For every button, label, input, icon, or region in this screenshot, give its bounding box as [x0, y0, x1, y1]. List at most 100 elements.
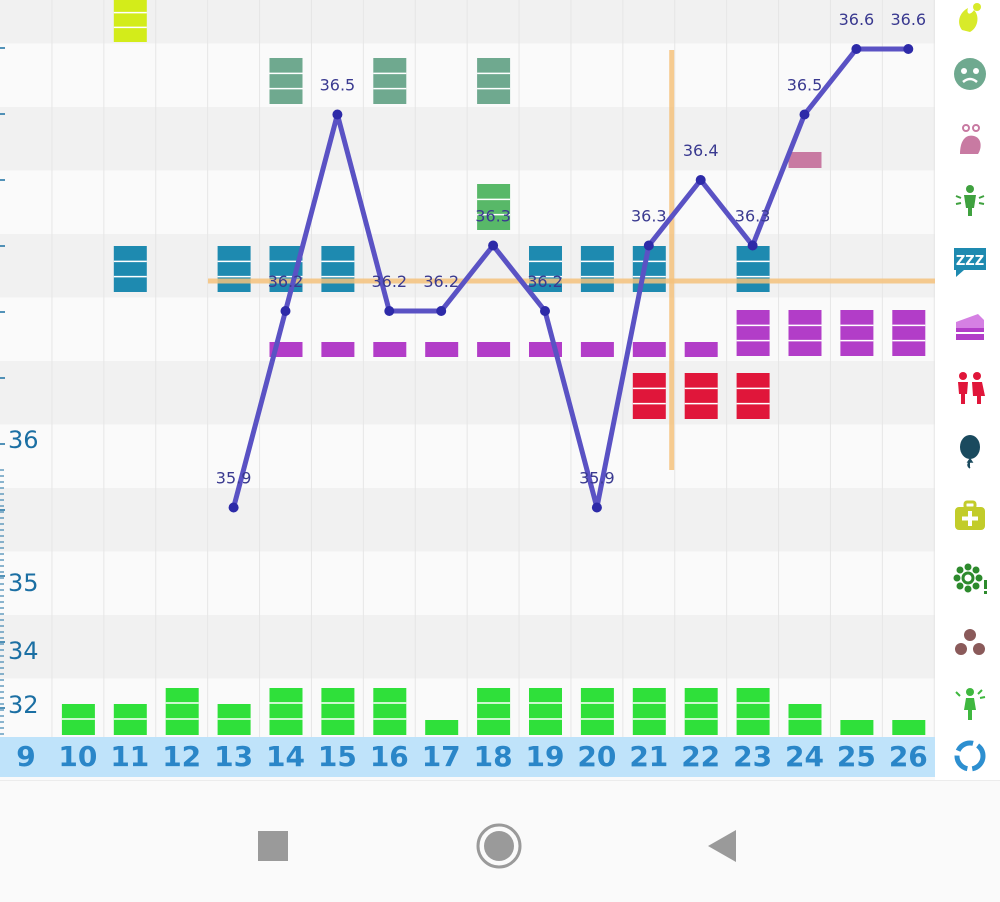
pain-icon[interactable]	[948, 116, 992, 160]
symptom-mark-energy	[113, 0, 147, 42]
temperature-point	[436, 306, 447, 316]
temperature-label: 36.6	[839, 10, 875, 29]
bbt-chart[interactable]: 35.9 36.2 36.5 36.2 36.2 36.3 36.2 35.9 36.3 36.4…	[0, 0, 935, 780]
day-label[interactable]: 19	[525, 740, 565, 773]
mood-icon[interactable]	[948, 52, 992, 96]
symptom-mark-sex	[632, 373, 666, 419]
day-axis: 9 10 11 12 13 14 15 16 17 18 19 20 21 22 23 24 25 26	[0, 737, 935, 777]
cycle-icon[interactable]	[948, 734, 992, 778]
symptom-mark-sex	[684, 373, 718, 419]
symptom-mark-cravings	[477, 342, 511, 357]
svg-text:ZZZ: ZZZ	[956, 254, 984, 269]
symptom-mark-sleep	[736, 246, 770, 292]
symptom-mark-sleep	[321, 246, 355, 292]
temperature-label: 36.4	[683, 141, 719, 160]
recents-button[interactable]	[248, 821, 298, 871]
day-label[interactable]: 22	[681, 740, 721, 773]
posture-icon[interactable]	[948, 682, 992, 726]
flow-bar	[321, 688, 355, 735]
symptom-mark-cravings	[736, 310, 770, 356]
symptom-mark-pain	[788, 152, 822, 168]
flow-bar	[684, 688, 718, 735]
day-label[interactable]: 17	[421, 740, 461, 773]
day-label[interactable]: 18	[473, 740, 513, 773]
medical-kit-icon[interactable]	[948, 494, 992, 538]
home-button[interactable]	[474, 821, 524, 871]
y-tick-label: 35	[8, 569, 39, 597]
day-label[interactable]: 11	[110, 740, 150, 773]
back-button[interactable]	[697, 821, 747, 871]
chart-canvas[interactable]: 35.9 36.2 36.5 36.2 36.2 36.3 36.2 35.9 36.3 36.4…	[0, 0, 935, 780]
temperature-line	[231, 46, 909, 510]
day-label[interactable]: 25	[836, 740, 876, 773]
energy-icon[interactable]	[948, 0, 992, 40]
symptom-mark-cravings	[788, 310, 822, 356]
temperature-point	[747, 240, 758, 251]
symptom-mark-sleep	[217, 246, 251, 292]
flow-bar	[736, 688, 770, 735]
day-label[interactable]: 20	[577, 740, 617, 773]
temperature-label: 36.5	[320, 76, 356, 95]
day-label[interactable]: 24	[785, 740, 824, 773]
flow-bar	[632, 688, 666, 735]
flow-bar	[165, 688, 199, 735]
temperature-point	[591, 502, 602, 513]
temperature-label: 35.9	[579, 469, 615, 488]
temperature-point	[332, 109, 343, 120]
day-label[interactable]: 9	[16, 740, 36, 773]
temperature-point	[903, 44, 914, 54]
day-label[interactable]: 16	[369, 740, 409, 773]
cravings-icon[interactable]	[948, 304, 992, 348]
temperature-point	[540, 306, 550, 316]
dots-icon[interactable]	[948, 620, 992, 664]
day-label[interactable]: 23	[733, 740, 773, 773]
symptom-mark-sleep	[529, 246, 562, 292]
temperature-point	[851, 44, 862, 54]
day-label[interactable]: 10	[58, 740, 98, 773]
symptom-mark-mood	[477, 58, 511, 104]
temperature-label: 36.5	[787, 76, 823, 95]
system-nav-bar	[0, 780, 1000, 902]
temperature-label: 36.2	[527, 272, 563, 291]
symptom-mark-sleep	[580, 246, 614, 292]
recents-icon	[258, 831, 288, 861]
allergy-icon[interactable]	[948, 556, 992, 600]
flow-bar	[477, 688, 511, 735]
day-label[interactable]: 26	[888, 740, 928, 773]
temperature-point	[280, 306, 291, 316]
temperature-point	[384, 306, 395, 316]
flow-bar	[373, 688, 407, 735]
day-label[interactable]: 13	[214, 740, 254, 773]
day-label[interactable]: 15	[317, 740, 357, 773]
day-label[interactable]: 12	[162, 740, 202, 773]
temperature-point	[643, 240, 654, 251]
temperature-label: 36.3	[475, 207, 511, 226]
sleep-icon[interactable]: ZZZ	[948, 240, 992, 284]
temperature-point	[799, 109, 810, 120]
sex-icon[interactable]	[948, 366, 992, 410]
y-tick-label: 32	[8, 691, 39, 719]
flow-bar	[425, 720, 459, 735]
balloon-icon[interactable]	[948, 430, 992, 474]
symptom-mark-cravings	[632, 342, 666, 357]
symptom-mark-cravings	[892, 310, 926, 356]
symptom-mark-cravings	[840, 310, 874, 356]
temperature-label: 35.9	[216, 469, 252, 488]
symptom-mark-cravings	[425, 342, 459, 357]
day-label[interactable]: 14	[266, 740, 305, 773]
y-tick-label: 34	[8, 637, 39, 665]
symptom-mark-mood	[373, 58, 407, 104]
temperature-label: 36.2	[268, 272, 304, 291]
temperature-point	[228, 502, 239, 513]
day-label[interactable]: 21	[629, 740, 669, 773]
temperature-label: 36.2	[423, 272, 459, 291]
flow-bar	[580, 688, 614, 735]
temperature-label: 36.3	[735, 207, 771, 226]
flow-bar	[529, 688, 562, 735]
discharge-icon[interactable]	[948, 178, 992, 222]
temperature-label: 36.6	[890, 10, 926, 29]
y-tick-label: 36	[8, 426, 39, 454]
symptom-mark-discharge	[477, 184, 511, 230]
temperature-label: 36.3	[631, 207, 667, 226]
symptom-mark-cravings	[373, 342, 407, 357]
